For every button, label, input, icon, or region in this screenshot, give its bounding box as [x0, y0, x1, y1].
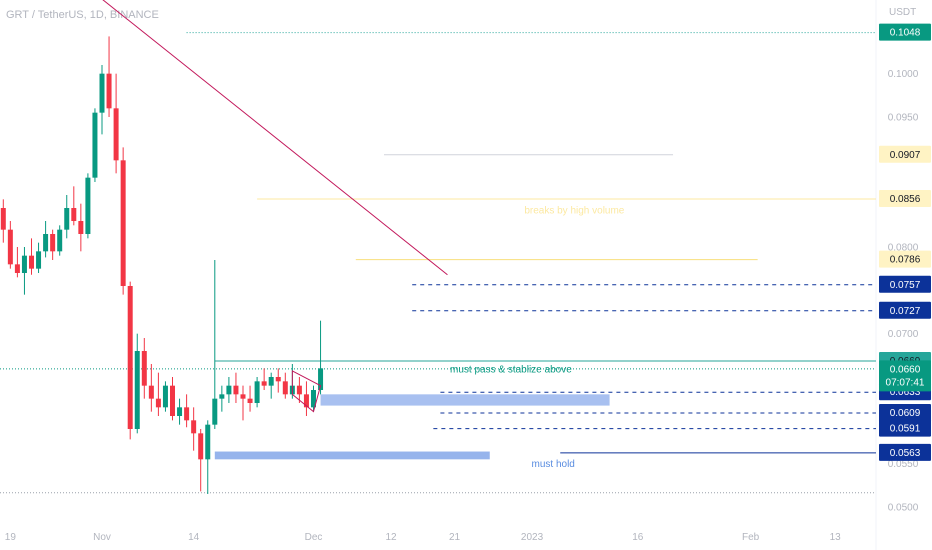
- time-tick-label: 12: [385, 532, 397, 543]
- price-tag: [879, 404, 931, 422]
- candle-down: [14, 264, 20, 273]
- candle-up: [219, 394, 225, 399]
- candle-down: [184, 407, 190, 421]
- price-tag-label: 0.1048: [890, 28, 921, 39]
- support-zone: [320, 394, 610, 406]
- candle-down: [78, 221, 84, 234]
- candle-down: [141, 351, 147, 386]
- time-tick-label: Feb: [742, 532, 760, 543]
- candle-up: [92, 112, 98, 178]
- current-price-label: 0.0660: [890, 364, 921, 375]
- price-tag: [879, 189, 931, 207]
- candle-down: [282, 381, 288, 395]
- price-tick-label: 0.0500: [888, 503, 919, 514]
- price-tag: [879, 419, 931, 437]
- candle-up: [268, 377, 274, 386]
- candle-down: [296, 385, 302, 395]
- candle-down: [261, 381, 267, 386]
- candle-down: [240, 394, 246, 399]
- candle-down: [275, 377, 281, 382]
- price-tag-label: 0.0633: [890, 387, 921, 398]
- candle-down: [50, 234, 56, 252]
- price-tag-label: 0.0591: [890, 424, 921, 435]
- price-tick-label: 0.0800: [888, 243, 919, 254]
- price-tag: [879, 301, 931, 319]
- currency-unit[interactable]: USDT: [889, 7, 917, 18]
- candle-up: [311, 390, 316, 408]
- price-tag-label: 0.0786: [890, 255, 921, 266]
- chart-note: breaks by high volume: [524, 206, 624, 217]
- support-zone: [214, 451, 490, 460]
- candle-down: [7, 229, 13, 265]
- candle-up: [99, 73, 105, 113]
- candle-down: [198, 433, 204, 460]
- candle-down: [120, 160, 126, 286]
- price-tag: [879, 23, 931, 41]
- candle-down: [29, 255, 34, 269]
- candle-up: [205, 424, 211, 460]
- price-tag: [879, 443, 931, 461]
- price-tag: [879, 250, 931, 268]
- trendline: [102, 0, 448, 276]
- candle-up: [85, 177, 91, 234]
- price-tag-label: 0.0856: [890, 194, 921, 205]
- candle-down: [155, 398, 161, 408]
- price-tag-label: 0.0757: [890, 280, 921, 291]
- price-tag: [879, 145, 931, 163]
- price-tag-label: 0.0907: [890, 150, 921, 161]
- price-tag: [879, 275, 931, 293]
- price-tag-label: 0.0563: [890, 448, 921, 459]
- candle-down: [233, 385, 239, 395]
- candle-up: [212, 398, 218, 425]
- candle-down: [71, 208, 77, 221]
- time-tick-label: 13: [830, 532, 842, 543]
- wedge-pattern: [291, 370, 322, 413]
- price-tick-label: 0.0700: [888, 329, 919, 340]
- candle-up: [162, 385, 168, 408]
- time-tick-label: Dec: [305, 532, 323, 543]
- candle-up: [134, 351, 140, 429]
- time-tick-label: 21: [449, 532, 461, 543]
- candle-down: [113, 108, 119, 161]
- time-tick-label: Nov: [93, 532, 111, 543]
- price-tick-label: 0.0950: [888, 113, 919, 124]
- candle-down: [148, 385, 154, 399]
- candle-down: [170, 385, 175, 416]
- candle-up: [318, 368, 324, 390]
- time-tick-label: 14: [188, 532, 200, 543]
- candle-up: [21, 255, 27, 273]
- candle-down: [247, 398, 253, 403]
- candle-up: [64, 208, 70, 230]
- symbol-title: GRT / TetherUS, 1D, BINANCE: [6, 9, 159, 21]
- candle-up: [36, 251, 42, 269]
- candle-up: [177, 407, 183, 416]
- candle-down: [127, 286, 133, 429]
- candle-down: [191, 420, 197, 434]
- candle-up: [43, 234, 49, 252]
- candle-down: [106, 73, 112, 109]
- current-price-tag: [879, 360, 931, 392]
- price-tag-label: 0.0727: [890, 306, 921, 317]
- time-tick-label: 19: [5, 532, 17, 543]
- note-background: [531, 456, 576, 470]
- bar-countdown: 07:07:41: [886, 377, 925, 388]
- time-tick-label: 16: [632, 532, 644, 543]
- price-tick-label: 0.0550: [888, 459, 919, 470]
- candle-down: [0, 208, 6, 230]
- price-tick-label: 0.1000: [888, 69, 919, 80]
- chart-note: must pass & stablize above: [450, 364, 572, 375]
- candle-up: [226, 385, 232, 395]
- time-tick-label: 2023: [521, 532, 544, 543]
- candle-up: [254, 381, 260, 403]
- price-tag-label: 0.0609: [890, 408, 921, 419]
- chart-note: must hold: [532, 459, 575, 470]
- candle-down: [303, 394, 309, 408]
- candle-up: [57, 229, 63, 252]
